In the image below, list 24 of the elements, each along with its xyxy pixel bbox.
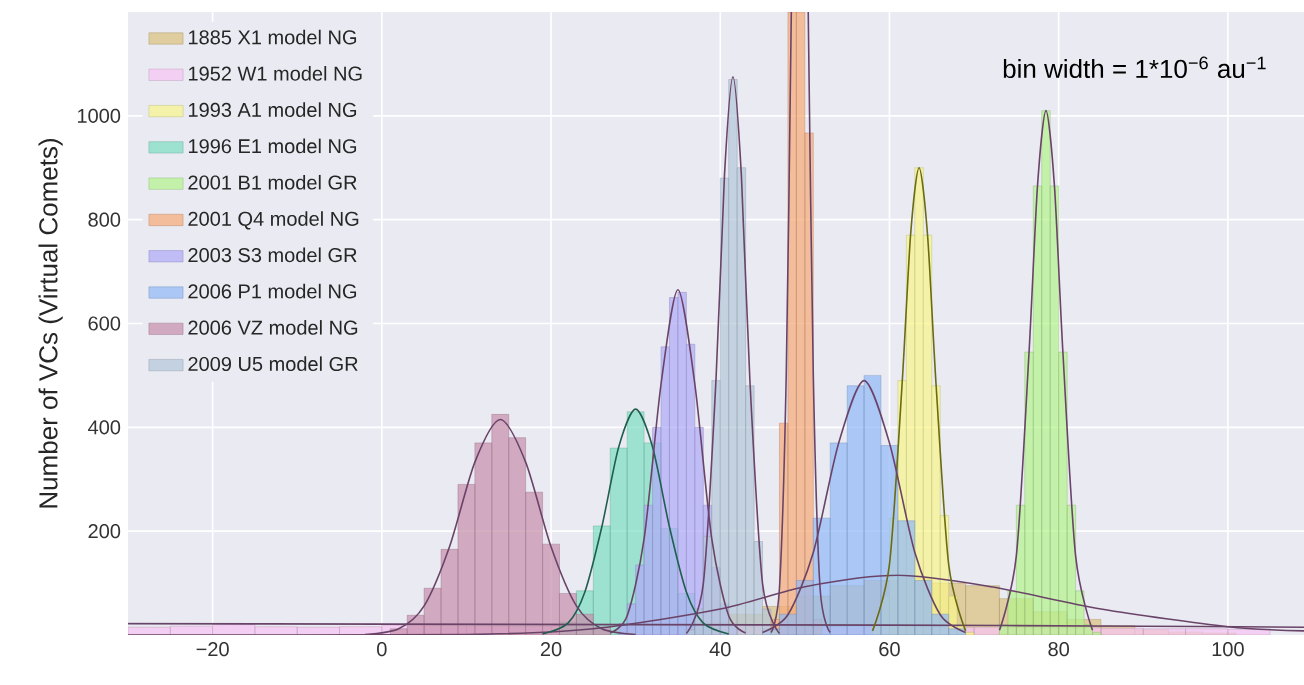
x-tick-label: 40: [709, 642, 731, 657]
y-tick-label: 200: [88, 524, 121, 539]
x-tick-label: 20: [540, 642, 562, 657]
legend-label: 2006 VZ model NG: [188, 320, 358, 335]
x-tick-label: −20: [196, 642, 229, 657]
y-tick-label: 1000: [77, 108, 121, 123]
x-tick-label: 60: [879, 642, 900, 657]
legend-label: 2006 P1 model NG: [188, 283, 357, 299]
legend-label: 2001 Q4 model NG: [188, 211, 359, 230]
x-tick-label: 80: [1048, 642, 1070, 657]
legend-label: 1993 A1 model NG: [188, 102, 357, 118]
y-axis-title: Number of VCs (Virtual Comets): [38, 139, 63, 508]
y-tick-label: 400: [88, 420, 121, 435]
annotation: bin width = 1*10$^{−6}$ au$^{−1}$: [1003, 56, 1266, 79]
legend-label: 1885 X1 model NG: [188, 29, 357, 45]
legend-label: 1952 W1 model NG: [188, 66, 362, 81]
legend-label: 2001 B1 model GR: [188, 174, 357, 190]
legend-label: 2003 S3 model GR: [188, 247, 357, 263]
y-tick-label: 800: [88, 212, 121, 227]
x-tick-label: 100: [1212, 642, 1244, 657]
x-tick-label: 0: [377, 642, 387, 657]
legend-label: 1996 E1 model NG: [188, 138, 357, 154]
legend-label: 2009 U5 model GR: [188, 356, 358, 372]
y-tick-label: 600: [88, 316, 121, 331]
